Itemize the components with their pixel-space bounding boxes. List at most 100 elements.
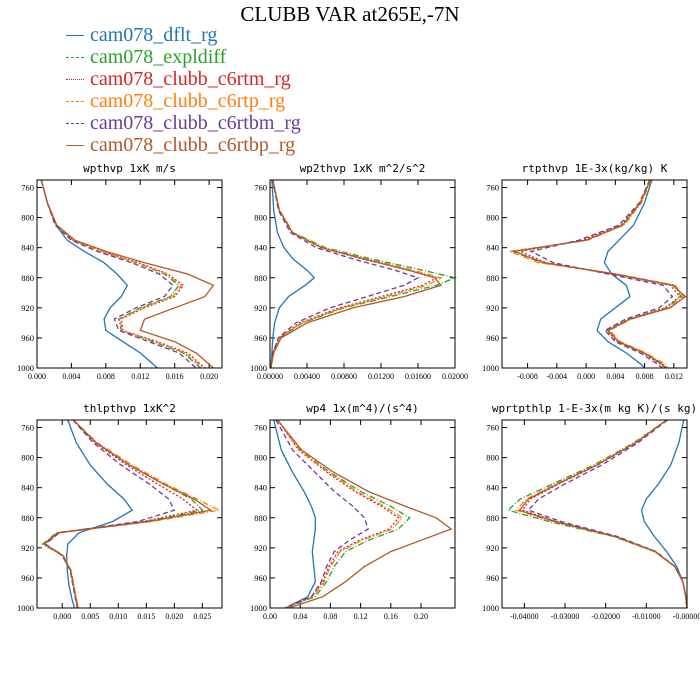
y-tick-label: 800 <box>254 213 267 223</box>
series-line <box>510 179 683 369</box>
y-tick-label: 880 <box>21 513 34 523</box>
chart-panel: wpthvp 1xK m/s76080084088092096010000.00… <box>17 162 223 381</box>
series-line <box>511 179 687 369</box>
series-line <box>518 179 681 369</box>
legend-label: cam078_clubb_c6rtp_rg <box>90 90 286 112</box>
plot-frame <box>269 419 456 609</box>
series-line <box>596 179 653 369</box>
x-tick-label: 0.015 <box>137 612 155 621</box>
y-tick-label: 880 <box>486 273 499 283</box>
y-tick-label: 960 <box>254 333 267 343</box>
y-tick-label: 960 <box>486 333 499 343</box>
y-tick-label: 840 <box>486 483 499 493</box>
x-tick-label: 0.008 <box>636 372 654 381</box>
panel-title: wp4 1x(m^4)/(s^4) <box>306 402 419 415</box>
plot-frame <box>501 179 688 369</box>
y-tick-label: 840 <box>21 243 34 253</box>
panel-title: wpthvp 1xK m/s <box>83 162 176 175</box>
series-line <box>527 419 688 609</box>
series-line <box>270 179 439 369</box>
series-line <box>40 179 215 369</box>
y-tick-label: 1000 <box>17 603 34 613</box>
series-line <box>277 419 400 609</box>
chart-panel: thlpthvp 1xK^2 760 800 840 880 920 960 1000 0.00… <box>17 402 223 621</box>
y-tick-label: 1000 <box>17 363 34 373</box>
plot-frame <box>36 179 223 369</box>
y-tick-label: 840 <box>254 483 267 493</box>
series-line <box>506 179 685 369</box>
legend-item: cam078_expldiff <box>66 46 301 68</box>
x-tick-label: 0.01600 <box>405 372 431 381</box>
panel-title: rtpthvp 1E-3x(kg/kg) K <box>522 162 668 175</box>
x-tick-label: 0.016 <box>166 372 184 381</box>
legend-label: cam078_dflt_rg <box>90 24 218 46</box>
x-tick-label: 0.08 <box>323 612 337 621</box>
x-tick-label: 0.020 <box>200 372 218 381</box>
y-tick-label: 760 <box>486 423 499 433</box>
series-line <box>42 419 213 609</box>
y-tick-label: 960 <box>254 573 267 583</box>
x-tick-label: 0.012 <box>131 372 149 381</box>
series-line <box>40 179 197 369</box>
legend-swatch <box>66 34 84 36</box>
legend-label: cam078_expldiff <box>90 46 227 68</box>
panel-title: wprtpthlp 1-E-3x(m kg K)/(s kg) <box>492 402 697 415</box>
y-tick-label: 880 <box>254 513 267 523</box>
series-line <box>521 419 688 609</box>
series-line <box>270 179 316 369</box>
y-tick-label: 920 <box>254 303 267 313</box>
x-tick-label: -0.00000 <box>673 612 700 621</box>
y-tick-label: 840 <box>486 243 499 253</box>
y-tick-label: 1000 <box>250 363 267 373</box>
series-line <box>529 179 674 369</box>
y-tick-label: 840 <box>21 483 34 493</box>
chart-panel: wp4 1x(m^4)/(s^4)76080084088092096010000… <box>250 402 456 621</box>
legend-item: cam078_clubb_c6rtbm_rg <box>66 112 301 134</box>
y-tick-label: 760 <box>21 423 34 433</box>
y-tick-label: 1000 <box>482 603 499 613</box>
x-tick-label: 0.02000 <box>442 372 468 381</box>
chart-panel: wp2thvp 1xK m^2/s^2 760 800 840 880 920 960 100… <box>250 162 468 381</box>
x-tick-label: 0.16 <box>384 612 398 621</box>
figure-title: CLUBB VAR at265E,-7N <box>240 2 460 26</box>
legend-item: cam078_clubb_c6rtbp_rg <box>66 134 301 156</box>
x-tick-label: 0.00800 <box>331 372 357 381</box>
x-tick-label: 0.00000 <box>257 372 283 381</box>
x-tick-label: -0.01000 <box>632 612 661 621</box>
series-line <box>518 419 688 609</box>
series-line <box>270 179 443 369</box>
x-tick-label: 0.01200 <box>368 372 394 381</box>
y-tick-label: 920 <box>21 303 34 313</box>
series-line <box>640 419 688 609</box>
series-line <box>44 419 176 609</box>
legend-label: cam078_clubb_c6rtbm_rg <box>90 112 301 134</box>
plot-frame <box>36 419 223 609</box>
x-tick-label: 0.012 <box>665 372 683 381</box>
y-tick-label: 800 <box>254 453 267 463</box>
series-line <box>40 179 158 369</box>
x-tick-label: 0.004 <box>606 372 624 381</box>
legend-item: cam078_dflt_rg <box>66 24 301 46</box>
x-tick-label: 0.12 <box>354 612 368 621</box>
x-tick-label: 0.020 <box>165 612 183 621</box>
y-tick-label: 960 <box>21 333 34 343</box>
y-tick-label: 760 <box>254 183 267 193</box>
legend-label: cam078_clubb_c6rtm_rg <box>90 68 291 90</box>
legend-swatch <box>66 78 84 80</box>
y-tick-label: 920 <box>486 303 499 313</box>
y-tick-label: 1000 <box>482 363 499 373</box>
x-tick-label: 0.000 <box>53 612 71 621</box>
y-tick-label: 920 <box>254 543 267 553</box>
legend-label: cam078_clubb_c6rtbp_rg <box>90 134 296 156</box>
x-tick-label: 0.010 <box>109 612 127 621</box>
series-line <box>515 419 688 609</box>
series-line <box>273 419 316 609</box>
y-tick-label: 920 <box>21 543 34 553</box>
y-tick-label: 920 <box>486 543 499 553</box>
series-line <box>277 419 404 609</box>
legend-swatch <box>66 122 84 124</box>
series-line <box>40 179 204 369</box>
x-tick-label: 0.20 <box>414 612 428 621</box>
legend-swatch <box>66 144 84 146</box>
